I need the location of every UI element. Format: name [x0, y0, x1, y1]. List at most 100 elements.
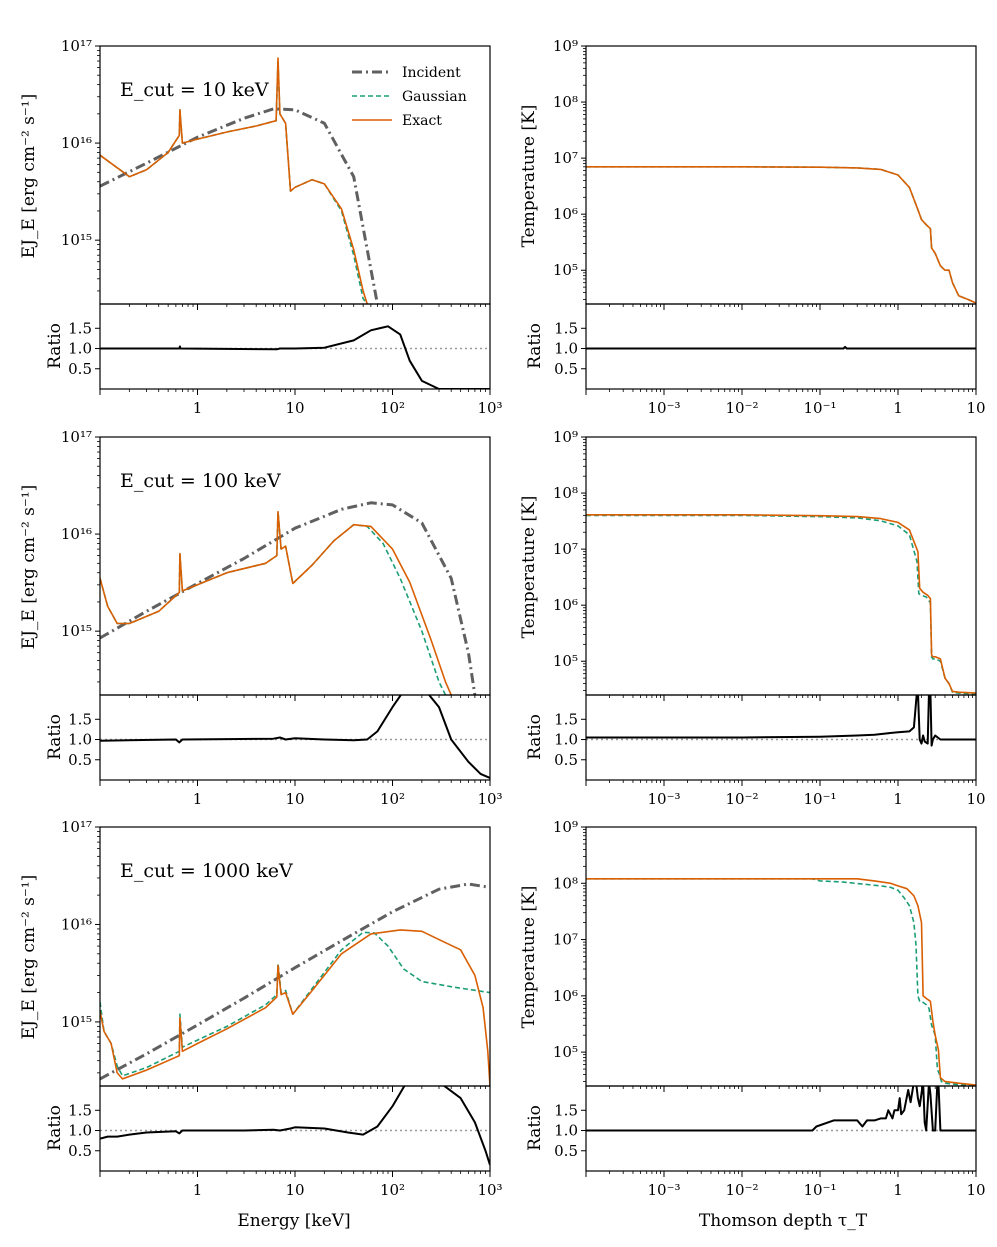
y-tick-label: 10⁸ — [553, 874, 578, 892]
y-tick-label: 10¹⁷ — [61, 37, 92, 55]
temperature_ratio-r1: 0.5 1.0 1.5 10⁻³ 10⁻² 10⁻¹ 1 10 — [554, 303, 986, 417]
panel-annotation: E_cut = 100 keV — [120, 470, 281, 492]
depth-xlabel: Thomson depth τ_T — [699, 1211, 868, 1231]
ratio-ylabel-left-row-3: Ratio — [45, 1105, 65, 1151]
y-tick-label: 1.5 — [68, 710, 92, 728]
spectrum_ratio-r2: 0.5 1.0 1.5 1 10 10² 10³ — [68, 694, 503, 808]
spectrum-ylabel-row-2: EJ_E [erg cm⁻² s⁻¹] — [19, 485, 39, 650]
series-ratio — [586, 345, 976, 350]
y-tick-label: 10⁶ — [553, 596, 578, 614]
y-tick-label: 0.5 — [554, 360, 578, 378]
y-tick-label: 10⁵ — [553, 652, 578, 670]
x-tick-label: 10⁻³ — [647, 790, 680, 808]
axes-frame — [585, 436, 977, 696]
ratio-ylabel-left-row-2: Ratio — [45, 714, 65, 760]
x-tick-label: 10³ — [477, 790, 502, 808]
series-gaussian — [586, 166, 976, 304]
temperature-r3: 10⁵ 10⁶ 10⁷ 10⁸ 10⁹ — [553, 818, 977, 1092]
y-tick-label: 10¹⁷ — [61, 818, 92, 836]
x-tick-label: 10⁻¹ — [803, 399, 836, 417]
axes-frame — [585, 1085, 977, 1172]
y-tick-label: 10⁷ — [553, 931, 578, 949]
series-exact — [586, 166, 976, 304]
x-tick-label: 10³ — [477, 399, 502, 417]
x-tick-label: 1 — [193, 399, 203, 417]
ratio-ylabel-right-row-3: Ratio — [525, 1105, 545, 1151]
x-tick-label: 10² — [380, 1181, 405, 1199]
x-tick-label: 10 — [966, 1181, 985, 1199]
series-gaussian — [100, 931, 490, 1077]
spectrum-r1: 10¹⁵ 10¹⁶ 10¹⁷ E_cut = 10 keV — [61, 37, 491, 310]
panel-annotation: E_cut = 10 keV — [120, 79, 269, 101]
series-ratio — [586, 695, 976, 747]
x-tick-label: 10 — [966, 399, 985, 417]
legend-label-exact: Exact — [402, 113, 442, 129]
y-tick-label: 10⁵ — [553, 261, 578, 279]
series-exact — [100, 510, 452, 695]
y-tick-label: 10¹⁵ — [61, 1013, 92, 1031]
x-tick-label: 10 — [966, 790, 985, 808]
temperature-r1: 10⁵ 10⁶ 10⁷ 10⁸ 10⁹ — [553, 37, 977, 310]
legend-label-incident: Incident — [402, 65, 461, 81]
ratio-ylabel-left-row-1: Ratio — [45, 323, 65, 369]
series-exact — [100, 57, 368, 304]
temperature-ylabel-row-3: Temperature [K] — [519, 886, 539, 1029]
axes-frame — [585, 45, 977, 305]
ratio-ylabel-right-row-2: Ratio — [525, 714, 545, 760]
ratio-ylabel-right-row-1: Ratio — [525, 323, 545, 369]
y-tick-label: 1.0 — [68, 340, 92, 358]
series-gaussian — [586, 514, 976, 695]
y-tick-label: 1.5 — [68, 1101, 92, 1119]
y-tick-label: 10⁶ — [553, 987, 578, 1005]
temperature_ratio-r2: 0.5 1.0 1.5 10⁻³ 10⁻² 10⁻¹ 1 10 — [554, 694, 986, 808]
spectrum-ylabel-row-3: EJ_E [erg cm⁻² s⁻¹] — [19, 875, 39, 1040]
spectrum_ratio-r1: 0.5 1.0 1.5 1 10 10² 10³ — [68, 303, 503, 417]
x-tick-label: 10⁻¹ — [803, 790, 836, 808]
legend-label-gaussian: Gaussian — [402, 89, 467, 105]
x-tick-label: 10⁻² — [725, 790, 758, 808]
x-tick-label: 1 — [193, 790, 203, 808]
series-ratio — [100, 325, 490, 389]
spectrum-ylabel-row-1: EJ_E [erg cm⁻² s⁻¹] — [19, 94, 39, 259]
series-exact — [586, 513, 976, 694]
y-tick-label: 10⁸ — [553, 93, 578, 111]
y-tick-label: 10⁹ — [553, 818, 578, 836]
x-tick-label: 10 — [285, 399, 304, 417]
y-tick-label: 0.5 — [68, 360, 92, 378]
series-incident — [100, 107, 379, 304]
series-gaussian — [586, 877, 976, 1086]
temperature-ylabel-row-1: Temperature [K] — [519, 105, 539, 248]
legend: Incident Gaussian Exact — [352, 65, 467, 129]
y-tick-label: 10⁸ — [553, 484, 578, 502]
y-tick-label: 10¹⁶ — [61, 915, 92, 933]
x-tick-label: 1 — [893, 399, 903, 417]
axes-frame — [585, 303, 977, 390]
series-gaussian — [100, 510, 447, 695]
y-tick-label: 0.5 — [68, 751, 92, 769]
x-tick-label: 1 — [193, 1181, 203, 1199]
y-tick-label: 0.5 — [554, 751, 578, 769]
y-tick-label: 1.5 — [554, 710, 578, 728]
series-exact — [100, 929, 490, 1086]
x-tick-label: 1 — [893, 790, 903, 808]
x-tick-label: 10² — [380, 399, 405, 417]
y-tick-label: 10¹⁶ — [61, 525, 92, 543]
y-tick-label: 10⁹ — [553, 37, 578, 55]
y-tick-label: 1.0 — [554, 1122, 578, 1140]
series-incident — [100, 501, 477, 695]
series-ratio — [586, 1086, 976, 1132]
axes-frame — [99, 1085, 491, 1172]
x-tick-label: 10⁻² — [725, 399, 758, 417]
y-tick-label: 0.5 — [68, 1142, 92, 1160]
temperature-r2: 10⁵ 10⁶ 10⁷ 10⁸ 10⁹ — [553, 428, 977, 701]
y-tick-label: 10⁵ — [553, 1043, 578, 1061]
spectrum-r2: 10¹⁵ 10¹⁶ 10¹⁷ E_cut = 100 keV — [61, 428, 491, 701]
x-tick-label: 10 — [285, 1181, 304, 1199]
y-tick-label: 1.5 — [554, 1101, 578, 1119]
x-tick-label: 1 — [893, 1181, 903, 1199]
axes-frame — [585, 826, 977, 1087]
series-exact — [586, 877, 976, 1086]
y-tick-label: 10¹⁷ — [61, 428, 92, 446]
